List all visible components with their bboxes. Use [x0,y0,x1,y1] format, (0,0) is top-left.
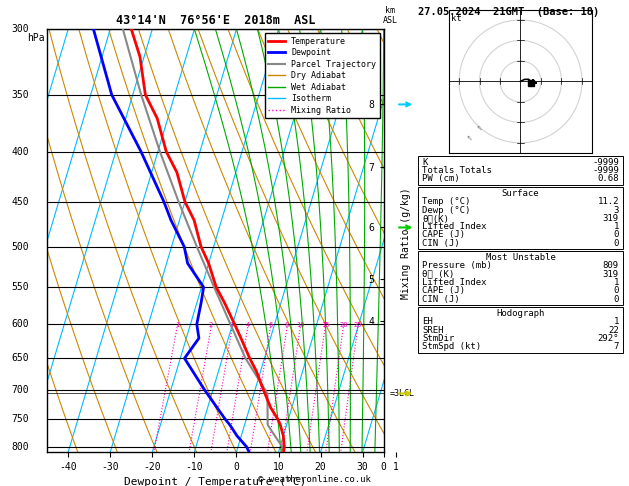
Text: 0: 0 [613,286,619,295]
Text: 700: 700 [11,385,29,395]
Text: 6: 6 [268,322,272,328]
Text: -9999: -9999 [592,158,619,167]
Text: Totals Totals: Totals Totals [422,166,492,175]
Text: 650: 650 [11,353,29,364]
Text: PW (cm): PW (cm) [422,174,460,184]
Text: 1: 1 [175,322,179,328]
Text: 1: 1 [613,317,619,327]
Text: Temp (°C): Temp (°C) [422,197,470,207]
Text: Lifted Index: Lifted Index [422,278,487,287]
Legend: Temperature, Dewpoint, Parcel Trajectory, Dry Adiabat, Wet Adiabat, Isotherm, Mi: Temperature, Dewpoint, Parcel Trajectory… [265,34,379,118]
Text: CAPE (J): CAPE (J) [422,230,465,240]
Text: CIN (J): CIN (J) [422,239,460,248]
Text: 809: 809 [603,261,619,271]
Text: CAPE (J): CAPE (J) [422,286,465,295]
Text: θᴇ(K): θᴇ(K) [422,214,449,223]
Text: 300: 300 [11,24,29,34]
Text: 4: 4 [245,322,250,328]
Text: 350: 350 [11,90,29,100]
Text: ↑: ↑ [464,131,475,142]
Text: 600: 600 [11,319,29,329]
Text: 500: 500 [11,242,29,252]
Text: Mixing Ratio (g/kg): Mixing Ratio (g/kg) [401,187,411,299]
Text: StmDir: StmDir [422,334,454,343]
Text: Surface: Surface [502,189,539,198]
Text: 27.05.2024  21GMT  (Base: 18): 27.05.2024 21GMT (Base: 18) [418,7,599,17]
Text: 7: 7 [613,342,619,351]
Text: SREH: SREH [422,326,443,335]
Text: 800: 800 [11,442,29,451]
Text: 319: 319 [603,214,619,223]
Text: Pressure (mb): Pressure (mb) [422,261,492,271]
Text: 8: 8 [285,322,289,328]
Text: ↑: ↑ [474,121,485,132]
Text: 3: 3 [230,322,234,328]
Text: 2: 2 [209,322,213,328]
Text: 750: 750 [11,414,29,424]
Text: 15: 15 [321,322,330,328]
Text: 319: 319 [603,270,619,279]
Text: 1: 1 [613,222,619,231]
Text: K: K [422,158,428,167]
Text: 3: 3 [613,206,619,215]
Text: 400: 400 [11,147,29,156]
Text: 1: 1 [613,278,619,287]
Text: -9999: -9999 [592,166,619,175]
Text: EH: EH [422,317,433,327]
Text: Dewp (°C): Dewp (°C) [422,206,470,215]
Text: 25: 25 [353,322,362,328]
Text: Hodograph: Hodograph [496,309,545,318]
Text: km
ASL: km ASL [382,5,398,25]
Text: 0: 0 [613,295,619,304]
Text: 22: 22 [608,326,619,335]
Text: © weatheronline.co.uk: © weatheronline.co.uk [258,474,371,484]
Text: 0: 0 [613,230,619,240]
Text: θᴇ (K): θᴇ (K) [422,270,454,279]
Text: Most Unstable: Most Unstable [486,253,555,262]
Title: 43°14'N  76°56'E  2018m  ASL: 43°14'N 76°56'E 2018m ASL [116,14,315,27]
Text: StmSpd (kt): StmSpd (kt) [422,342,481,351]
Text: hPa: hPa [27,34,45,43]
Text: 20: 20 [339,322,347,328]
Text: Lifted Index: Lifted Index [422,222,487,231]
Text: kt: kt [451,14,462,23]
Text: 0: 0 [613,239,619,248]
Text: 0.68: 0.68 [598,174,619,184]
Text: 450: 450 [11,197,29,207]
Text: 11.2: 11.2 [598,197,619,207]
Text: =3LCL: =3LCL [390,389,415,398]
X-axis label: Dewpoint / Temperature (°C): Dewpoint / Temperature (°C) [125,477,306,486]
Text: CIN (J): CIN (J) [422,295,460,304]
Text: 292°: 292° [598,334,619,343]
Text: 550: 550 [11,282,29,292]
Text: 10: 10 [296,322,304,328]
